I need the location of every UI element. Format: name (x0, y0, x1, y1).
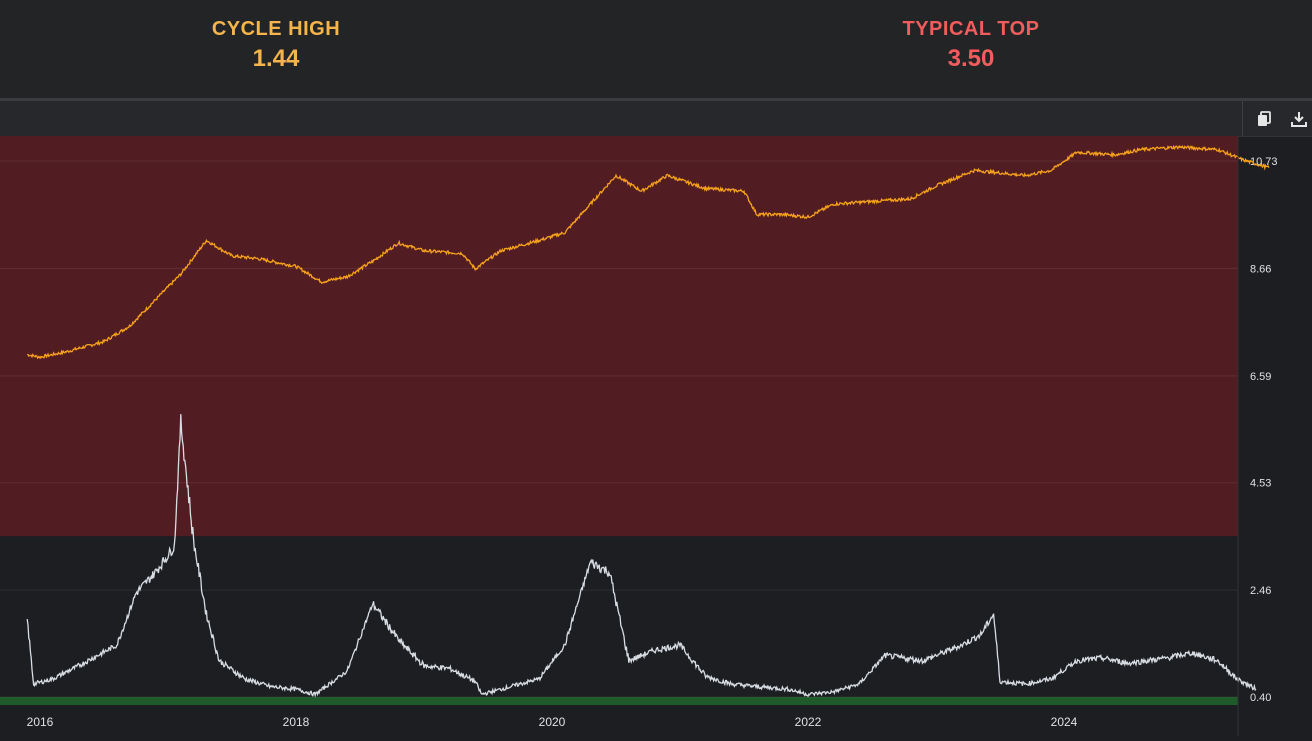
typical-top-metric: TYPICAL TOP 3.50 (841, 18, 1101, 73)
copy-button[interactable] (1251, 107, 1277, 131)
copy-icon (1258, 111, 1271, 126)
typical-top-value: 3.50 (947, 45, 995, 72)
header-divider (0, 98, 1312, 101)
x-tick-label: 2020 (539, 715, 566, 729)
series-line-upper (27, 144, 1270, 360)
series-line-lower (26, 414, 1257, 698)
cycle-high-value: 1.44 (252, 45, 300, 72)
zone-undervalued (0, 697, 1238, 705)
y-tick-label: 6.59 (1250, 371, 1271, 383)
y-tick-label: 2.46 (1250, 585, 1271, 597)
download-icon (1291, 112, 1307, 127)
x-tick-label: 2024 (1051, 715, 1078, 729)
x-tick-label: 2016 (27, 715, 54, 729)
x-tick-label: 2022 (795, 715, 822, 729)
zone-overheated (0, 136, 1238, 537)
header-panel: CYCLE HIGH 1.44 TYPICAL TOP 3.50 (0, 0, 1312, 98)
y-tick-label: 4.53 (1250, 478, 1271, 490)
toolbar-divider (1242, 101, 1243, 136)
chart-area: 0.40 2.46 4.53 6.59 8.66 10.73 2016 2018 2020 202… (0, 136, 1312, 736)
y-tick-label: 8.66 (1250, 263, 1271, 275)
typical-top-label: TYPICAL TOP (902, 18, 1040, 40)
x-tick-label: 2018 (283, 715, 310, 729)
chart-toolbar (0, 101, 1312, 137)
cycle-high-label: CYCLE HIGH (211, 18, 341, 40)
download-button[interactable] (1286, 107, 1312, 131)
cycle-high-metric: CYCLE HIGH 1.44 (146, 18, 406, 73)
y-tick-label: 0.40 (1250, 692, 1271, 704)
